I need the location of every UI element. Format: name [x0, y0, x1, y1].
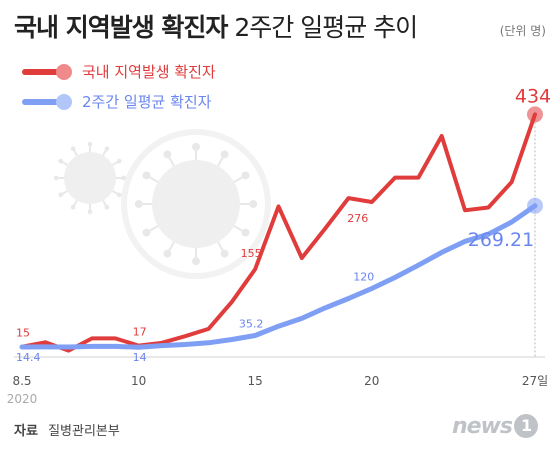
x-tick-label-0: 8.5: [12, 374, 31, 388]
series-0-end-marker: [527, 106, 543, 123]
logo-text: news: [452, 414, 513, 439]
virus-small-icon-spike-tip: [121, 175, 127, 181]
virus-large-icon-spike-tip: [249, 200, 258, 208]
series-1-label-5: 14: [133, 351, 147, 364]
legend-dot-red: [56, 64, 72, 80]
series-1-label-10: 35.2: [239, 317, 264, 330]
virus-large-icon-spike-tip: [163, 249, 172, 258]
virus-small-icon-spike-tip: [58, 192, 64, 198]
year-label: 2020: [7, 392, 38, 406]
series-0-label-15: 276: [347, 212, 368, 225]
legend-line-blue: [22, 99, 62, 105]
source-value: 질병관리본부: [48, 424, 120, 439]
logo-number: 1: [514, 414, 539, 438]
chart-title: 국내 지역발생 확진자 2주간 일평균 추이: [14, 8, 418, 44]
virus-large-icon: [134, 142, 258, 266]
legend-dot-blue: [56, 94, 72, 110]
virus-small-icon-spike-tip: [104, 146, 110, 152]
x-tick-label-5: 10: [131, 374, 146, 388]
virus-small-icon-spike-tip: [58, 158, 64, 164]
virus-ring: [121, 129, 271, 279]
series-1-label-22: 269.21: [468, 229, 534, 251]
virus-large-icon-spike-tip: [220, 150, 229, 159]
virus-large-icon-spike-tip: [163, 150, 172, 159]
virus-large-icon-spike-tip: [192, 142, 200, 151]
x-tick-label-15: 20: [364, 374, 379, 388]
x-tick-label-22: 27일: [522, 374, 548, 388]
virus-large-icon-spike-tip: [241, 171, 250, 180]
virus-small-icon: [53, 141, 127, 215]
legend-label-blue: 2주간 일평균 확진자: [82, 93, 212, 111]
series-line-0: [20, 112, 537, 353]
series-0-label-5: 17: [133, 326, 147, 339]
virus-large-icon-spike-tip: [142, 228, 151, 237]
news1-logo: news 1: [452, 414, 539, 439]
series-line-1: [19, 203, 538, 350]
series-1-label-15: 120: [353, 270, 374, 283]
virus-large-icon-spike-tip: [142, 171, 151, 180]
unit-label: (단위 명): [499, 24, 546, 38]
virus-large-icon-body: [152, 160, 240, 248]
series-0-label-0: 15: [16, 327, 30, 340]
virus-small-icon-body: [64, 152, 116, 204]
virus-illustration: [53, 129, 271, 279]
virus-small-icon-spike-tip: [70, 146, 76, 152]
title-rest: 2주간 일평균 추이: [234, 13, 418, 42]
series-0-label-22: 434: [515, 85, 551, 107]
virus-small-icon-spike-tip: [104, 204, 110, 210]
series-1-label-0: 14.4: [16, 351, 41, 364]
x-tick-label-10: 15: [248, 374, 263, 388]
title-bold: 국내 지역발생 확진자: [14, 13, 228, 42]
series-0-label-10: 155: [241, 247, 262, 260]
legend-line-red: [22, 69, 62, 75]
series-1-end-marker: [527, 197, 543, 214]
virus-small-icon-spike-tip: [70, 204, 76, 210]
virus-small-icon-spike-tip: [87, 209, 93, 215]
source-label: 자료: [14, 424, 38, 439]
virus-large-icon-spike-tip: [192, 257, 200, 266]
virus-small-icon-spike-tip: [87, 141, 93, 147]
virus-large-icon-spike-tip: [134, 200, 143, 208]
virus-small-icon-spike-tip: [116, 192, 122, 198]
virus-small-icon-spike-tip: [116, 158, 122, 164]
source: 자료 질병관리본부: [14, 420, 120, 439]
virus-large-icon-spike-tip: [241, 228, 250, 237]
legend-label-red: 국내 지역발생 확진자: [82, 63, 216, 81]
virus-large-icon-spike-tip: [220, 249, 229, 258]
virus-small-icon-spike-tip: [53, 175, 59, 181]
